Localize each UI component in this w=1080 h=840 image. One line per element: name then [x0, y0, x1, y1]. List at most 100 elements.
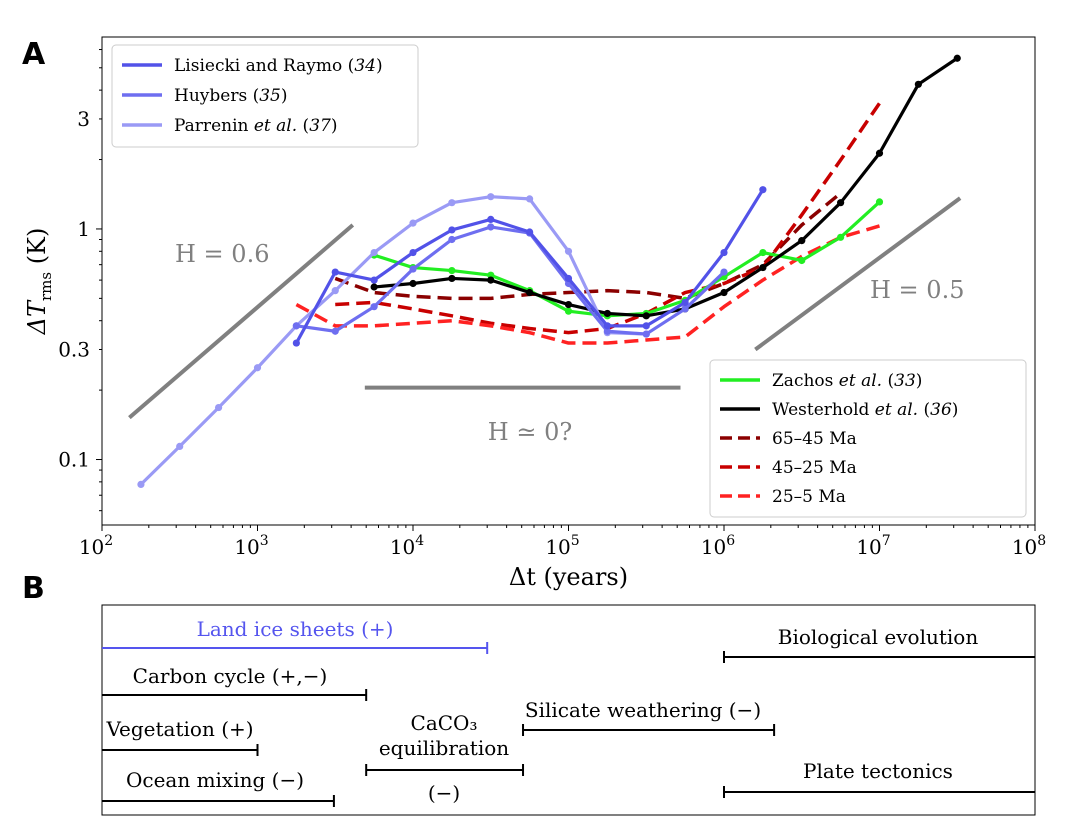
timescale-label: Vegetation (+): [105, 717, 253, 741]
data-point: [448, 235, 456, 244]
y-tick-label: 0.3: [58, 338, 90, 362]
series-line-8: [295, 224, 880, 345]
data-point: [798, 256, 806, 265]
timescale-label: Biological evolution: [778, 625, 979, 649]
data-point: [409, 279, 417, 288]
x-tick-label: 108: [1012, 533, 1046, 559]
data-point: [720, 268, 728, 276]
data-point: [642, 312, 650, 320]
data-point: [564, 274, 573, 283]
panel-b-label: B: [22, 571, 45, 606]
data-point: [759, 263, 767, 272]
series-line-3: [139, 195, 647, 486]
legend-label: 65–45 Ma: [772, 429, 857, 449]
data-point: [176, 442, 184, 450]
x-axis-label: Δt (years): [509, 563, 628, 591]
data-point: [214, 403, 223, 412]
data-point: [370, 276, 378, 284]
y-tick-label: 0.1: [58, 448, 90, 472]
legend-label: Zachos et al. (33): [772, 371, 922, 391]
panel-a-plot: 102 103 104 105 106 107 108 0.1 0.3 1 3 Δt (years) Δ…: [23, 36, 1046, 591]
data-point: [409, 265, 417, 273]
legend-label: 45–25 Ma: [772, 458, 857, 478]
data-point: [564, 307, 573, 315]
data-point: [759, 248, 767, 257]
legend-label: Westerhold et al. (36): [772, 400, 958, 420]
data-point: [759, 186, 767, 194]
data-point: [448, 274, 456, 283]
data-point: [409, 248, 417, 257]
timescale-label: Carbon cycle (+,−): [133, 664, 328, 688]
reference-line: [128, 223, 355, 420]
data-point: [642, 330, 650, 338]
data-point: [253, 364, 262, 372]
data-point: [642, 322, 650, 330]
x-tick-label: 103: [234, 533, 268, 559]
timescale-label: Plate tectonics: [803, 759, 953, 783]
x-tick-label: 107: [856, 533, 890, 559]
data-point: [798, 237, 806, 245]
x-tick-label: 102: [79, 533, 113, 559]
y-tick-label: 1: [77, 217, 90, 241]
data-point: [603, 309, 611, 318]
data-point: [331, 268, 339, 276]
data-point: [448, 226, 456, 234]
legend-label: Parrenin et al. (37): [174, 116, 337, 136]
data-point: [564, 247, 573, 255]
legend-label: Lisiecki and Raymo (34): [174, 56, 383, 76]
y-axis-label: ΔTrms (K): [23, 228, 55, 336]
data-point: [137, 480, 145, 488]
legend-box: [709, 359, 1027, 518]
data-point: [837, 199, 845, 207]
data-point: [681, 298, 689, 307]
timeline-frame: [101, 604, 1036, 816]
data-point: [837, 233, 845, 241]
reference-line-label: H = 0.5: [870, 276, 964, 304]
data-point: [914, 80, 922, 88]
timescale-label: Land ice sheets (+): [197, 617, 394, 641]
data-point: [370, 283, 378, 291]
data-point: [720, 248, 728, 257]
data-point: [292, 322, 300, 330]
data-point: [564, 300, 573, 309]
data-point: [953, 54, 961, 62]
data-point: [370, 248, 378, 257]
x-tick-label: 105: [545, 533, 579, 559]
legend-label: Huybers (35): [174, 86, 288, 106]
data-point: [448, 199, 456, 207]
data-point: [526, 228, 534, 236]
data-point: [487, 215, 495, 224]
data-point: [526, 195, 534, 203]
x-tick-label: 104: [390, 533, 424, 559]
legend-box: [111, 44, 419, 148]
legend-label: 25–5 Ma: [772, 487, 846, 507]
data-point: [448, 266, 456, 275]
data-point: [292, 339, 300, 347]
data-point: [526, 288, 534, 297]
timescale-label: (−): [428, 781, 460, 805]
x-tick-label: 106: [701, 533, 735, 559]
data-point: [487, 276, 495, 284]
data-point: [681, 305, 689, 313]
data-point: [720, 288, 728, 297]
panel-a-label: A: [22, 37, 46, 72]
data-point: [409, 219, 417, 227]
data-point: [487, 193, 495, 201]
timescale-label: equilibration: [379, 736, 509, 760]
reference-line: [754, 196, 962, 352]
data-point: [331, 327, 339, 335]
data-point: [331, 287, 339, 295]
reference-line-label: H = 0.6: [175, 240, 269, 268]
data-point: [875, 149, 884, 157]
y-tick-label: 3: [77, 107, 90, 131]
data-point: [370, 303, 378, 311]
panel-b-timeline: Land ice sheets (+) Carbon cycle (+,−) Veg…: [101, 604, 1036, 816]
data-point: [603, 327, 611, 335]
series-line-1: [294, 188, 765, 344]
data-point: [603, 322, 611, 330]
reference-line-label: H ≃ 0?: [488, 418, 572, 446]
timescale-label: CaCO₃: [411, 711, 478, 735]
timescale-label: Ocean mixing (−): [126, 768, 304, 792]
series-line-2: [296, 225, 726, 336]
